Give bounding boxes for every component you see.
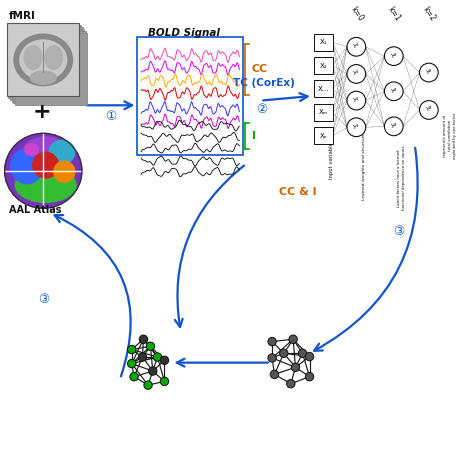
Text: Y²: Y² bbox=[391, 54, 397, 59]
Circle shape bbox=[128, 359, 136, 368]
Text: fMRI: fMRI bbox=[9, 11, 36, 21]
Circle shape bbox=[144, 381, 152, 389]
Circle shape bbox=[148, 367, 157, 375]
Text: represents amount of
total correlation
explained by one factor: represents amount of total correlation e… bbox=[443, 112, 456, 159]
Ellipse shape bbox=[22, 137, 69, 172]
Circle shape bbox=[138, 353, 146, 361]
Text: k=0: k=0 bbox=[348, 5, 365, 23]
FancyBboxPatch shape bbox=[314, 34, 333, 51]
Circle shape bbox=[347, 37, 365, 56]
Ellipse shape bbox=[33, 152, 58, 178]
Text: Y²: Y² bbox=[426, 70, 432, 75]
Circle shape bbox=[268, 354, 276, 362]
Ellipse shape bbox=[20, 40, 67, 80]
Circle shape bbox=[419, 63, 438, 82]
Text: ②: ② bbox=[255, 103, 267, 117]
FancyBboxPatch shape bbox=[314, 57, 333, 74]
Circle shape bbox=[347, 91, 365, 110]
Text: X₁: X₁ bbox=[320, 39, 328, 45]
FancyBboxPatch shape bbox=[15, 33, 88, 105]
Text: Y¹: Y¹ bbox=[353, 125, 359, 130]
Circle shape bbox=[270, 370, 279, 379]
Text: X...: X... bbox=[318, 86, 329, 92]
Ellipse shape bbox=[49, 140, 75, 164]
Ellipse shape bbox=[14, 34, 73, 86]
Circle shape bbox=[305, 352, 314, 361]
Circle shape bbox=[289, 335, 297, 344]
Ellipse shape bbox=[45, 46, 63, 69]
Circle shape bbox=[287, 380, 295, 388]
Text: ③: ③ bbox=[393, 225, 404, 238]
Text: Y²: Y² bbox=[391, 89, 397, 94]
Circle shape bbox=[160, 377, 169, 385]
Text: I: I bbox=[252, 131, 255, 141]
Circle shape bbox=[384, 47, 403, 65]
Circle shape bbox=[384, 82, 403, 100]
Circle shape bbox=[153, 353, 162, 361]
FancyBboxPatch shape bbox=[314, 104, 333, 121]
Ellipse shape bbox=[25, 144, 38, 155]
Text: TC (CorEx): TC (CorEx) bbox=[233, 78, 295, 88]
Ellipse shape bbox=[10, 148, 43, 183]
Circle shape bbox=[384, 117, 403, 136]
Ellipse shape bbox=[5, 133, 82, 208]
Text: Xₙ: Xₙ bbox=[320, 133, 328, 139]
Text: Y¹: Y¹ bbox=[353, 98, 359, 103]
Circle shape bbox=[347, 64, 365, 83]
Text: Y²: Y² bbox=[391, 124, 397, 129]
Text: CC & I: CC & I bbox=[279, 187, 317, 197]
FancyBboxPatch shape bbox=[314, 81, 333, 97]
FancyBboxPatch shape bbox=[7, 23, 79, 96]
FancyBboxPatch shape bbox=[13, 31, 86, 103]
Text: Xₘ: Xₘ bbox=[319, 109, 328, 115]
Circle shape bbox=[419, 100, 438, 119]
Circle shape bbox=[139, 335, 147, 344]
Text: k=2: k=2 bbox=[421, 5, 437, 23]
Circle shape bbox=[298, 349, 307, 357]
Circle shape bbox=[268, 337, 276, 346]
Circle shape bbox=[146, 342, 155, 350]
Text: X₂: X₂ bbox=[320, 63, 328, 69]
FancyBboxPatch shape bbox=[314, 128, 333, 144]
Text: BOLD Signal: BOLD Signal bbox=[148, 28, 220, 38]
Text: AAL Atlas: AAL Atlas bbox=[9, 205, 61, 215]
Ellipse shape bbox=[54, 161, 75, 182]
FancyBboxPatch shape bbox=[9, 25, 81, 98]
Circle shape bbox=[160, 356, 169, 365]
Ellipse shape bbox=[15, 167, 76, 202]
Text: ③: ③ bbox=[38, 293, 50, 306]
Text: Latent factors have a learned
functional dependence on inputs: Latent factors have a learned functional… bbox=[397, 146, 406, 210]
Ellipse shape bbox=[30, 71, 56, 84]
Text: Y²: Y² bbox=[426, 108, 432, 112]
Text: +: + bbox=[33, 102, 52, 122]
Text: Y¹: Y¹ bbox=[353, 72, 359, 76]
Text: CC: CC bbox=[252, 64, 268, 74]
Circle shape bbox=[347, 118, 365, 137]
Circle shape bbox=[130, 373, 138, 381]
Text: Y¹: Y¹ bbox=[353, 44, 359, 49]
Circle shape bbox=[280, 349, 288, 357]
Text: Learned weights and structure: Learned weights and structure bbox=[362, 133, 366, 200]
FancyBboxPatch shape bbox=[12, 29, 84, 101]
Circle shape bbox=[292, 363, 300, 372]
Ellipse shape bbox=[24, 46, 42, 69]
Circle shape bbox=[305, 373, 314, 381]
Text: Input variables: Input variables bbox=[329, 139, 334, 179]
Text: k=1: k=1 bbox=[385, 5, 402, 23]
Text: ①: ① bbox=[105, 109, 116, 123]
Circle shape bbox=[128, 346, 136, 354]
FancyBboxPatch shape bbox=[10, 27, 82, 100]
